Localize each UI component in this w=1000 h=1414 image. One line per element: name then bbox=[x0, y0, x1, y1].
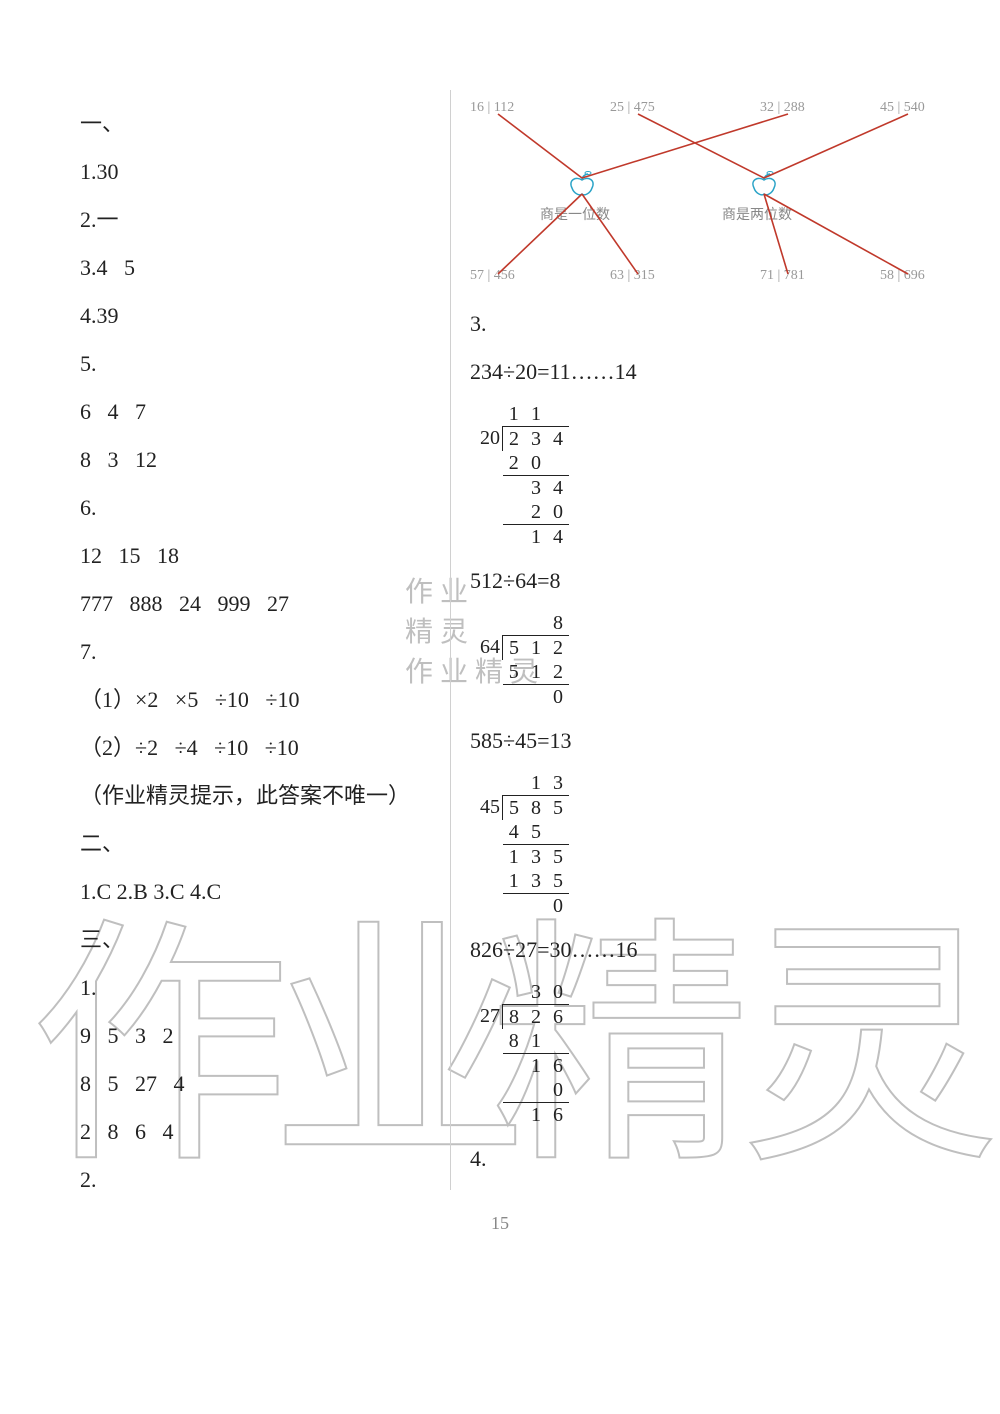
answer-1-7: 7. bbox=[80, 628, 460, 676]
apple-icon bbox=[744, 170, 784, 198]
page: 作业精灵 作 业精 灵作 业 精 灵 一、 1.30 2.一 3.4 5 4.3… bbox=[0, 0, 1000, 1414]
answer-1-5-row2: 8 3 12 bbox=[80, 436, 460, 484]
diagram-expr: 25 | 475 bbox=[610, 100, 655, 116]
equation-3: 585÷45=13 bbox=[470, 717, 950, 765]
answer-1-6-row2: 777 888 24 999 27 bbox=[80, 580, 460, 628]
answer-1-6-row1: 12 15 18 bbox=[80, 532, 460, 580]
diagram-expr: 58 | 696 bbox=[880, 268, 925, 284]
section-2-heading: 二、 bbox=[80, 820, 460, 868]
diagram-expr: 57 | 456 bbox=[470, 268, 515, 284]
diagram-expr: 45 | 540 bbox=[880, 100, 925, 116]
answer-1-7-row2: （2）÷2 ÷4 ÷10 ÷10 bbox=[80, 724, 460, 772]
answer-1-6: 6. bbox=[80, 484, 460, 532]
diagram-expr: 63 | 315 bbox=[610, 268, 655, 284]
diagram-caption: 商是两位数 bbox=[722, 204, 792, 224]
diagram-expr: 71 | 781 bbox=[760, 268, 805, 284]
answer-1-5-row1: 6 4 7 bbox=[80, 388, 460, 436]
answer-3-1-row3: 2 8 6 4 bbox=[80, 1108, 460, 1156]
answer-3-1-row2: 8 5 27 4 bbox=[80, 1060, 460, 1108]
matching-diagram: 16 | 112 25 | 475 32 | 288 45 | 540 57 | 456… bbox=[470, 100, 940, 300]
equation-2: 512÷64=8 bbox=[470, 557, 950, 605]
apple-icon bbox=[562, 170, 602, 198]
question-4-label: 4. bbox=[470, 1135, 950, 1183]
answer-1-5: 5. bbox=[80, 340, 460, 388]
long-division-1: 112023420342014 bbox=[470, 402, 950, 549]
equation-1: 234÷20=11……14 bbox=[470, 348, 950, 396]
diagram-caption: 商是一位数 bbox=[540, 204, 610, 224]
question-3-label: 3. bbox=[470, 300, 950, 348]
diagram-expr: 32 | 288 bbox=[760, 100, 805, 116]
long-division-4: 30278268116016 bbox=[470, 980, 950, 1127]
section-2-answers: 1.C 2.B 3.C 4.C bbox=[80, 868, 460, 916]
long-division-2: 8645125120 bbox=[470, 611, 950, 709]
answer-1-7-row1: （1）×2 ×5 ÷10 ÷10 bbox=[80, 676, 460, 724]
section-1-heading: 一、 bbox=[80, 100, 460, 148]
answer-1-1: 1.30 bbox=[80, 148, 460, 196]
equation-4: 826÷27=30……16 bbox=[470, 926, 950, 974]
page-number: 15 bbox=[0, 1213, 1000, 1234]
answer-3-1: 1. bbox=[80, 964, 460, 1012]
right-column: 16 | 112 25 | 475 32 | 288 45 | 540 57 | 456… bbox=[470, 100, 950, 1183]
answer-3-1-row1: 9 5 3 2 bbox=[80, 1012, 460, 1060]
diagram-expr: 16 | 112 bbox=[470, 100, 514, 116]
answer-1-7-note: （作业精灵提示，此答案不唯一） bbox=[80, 772, 460, 820]
answer-1-4: 4.39 bbox=[80, 292, 460, 340]
answer-3-2: 2. bbox=[80, 1156, 460, 1204]
section-3-heading: 三、 bbox=[80, 916, 460, 964]
answer-1-2: 2.一 bbox=[80, 196, 460, 244]
long-division-3: 1345585451351350 bbox=[470, 771, 950, 918]
answer-1-3: 3.4 5 bbox=[80, 244, 460, 292]
left-column: 一、 1.30 2.一 3.4 5 4.39 5. 6 4 7 8 3 12 6… bbox=[80, 100, 460, 1204]
